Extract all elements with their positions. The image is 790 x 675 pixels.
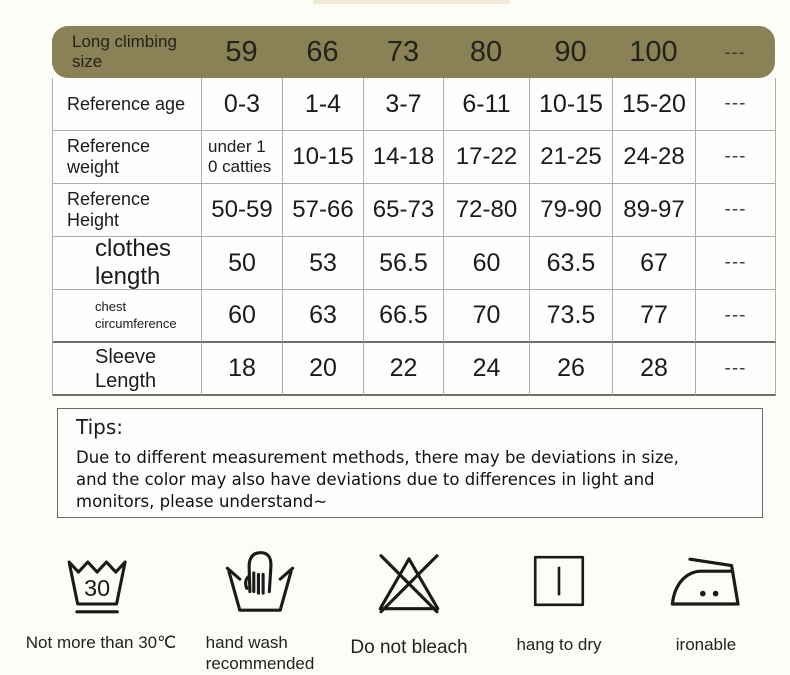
table-cell: 28 xyxy=(613,343,696,396)
header-size-value: 59 xyxy=(225,35,258,68)
care-item-hand-wash: hand wash recommended xyxy=(190,548,330,675)
table-cell: 63 xyxy=(283,290,364,343)
table-cell: 10-15 xyxy=(530,78,613,131)
care-label: hang to dry xyxy=(516,635,602,654)
table-cell: under 1 0 catties xyxy=(202,131,283,184)
table-row-reference-age: Reference age 0-3 1-4 3-7 6-11 10-15 15-… xyxy=(52,78,776,131)
table-cell: 50 xyxy=(202,237,283,290)
top-edge-artifact xyxy=(313,0,510,4)
table-row-reference-weight: Reference weight under 1 0 catties 10-15… xyxy=(52,131,776,184)
table-cell: 77 xyxy=(613,290,696,343)
header-size-value: 100 xyxy=(629,35,678,68)
table-cell: 67 xyxy=(613,237,696,290)
table-cell: 18 xyxy=(202,343,283,396)
table-cell: 3-7 xyxy=(364,78,444,131)
table-cell: --- xyxy=(696,78,776,131)
tips-box: Tips: Due to different measurement metho… xyxy=(57,408,763,518)
table-cell: --- xyxy=(696,343,776,396)
table-row-chest-circumference: chest circumference 60 63 66.5 70 73.5 7… xyxy=(52,290,776,343)
hang-to-dry-icon xyxy=(526,548,592,618)
table-cell: 65-73 xyxy=(364,184,444,237)
ironable-icon xyxy=(666,548,746,618)
table-cell: --- xyxy=(696,131,776,184)
care-label: Do not bleach xyxy=(350,637,468,658)
row-label: Sleeve Length xyxy=(53,343,202,396)
table-cell: 60 xyxy=(202,290,283,343)
care-label: ironable xyxy=(675,635,737,654)
header-size-value: 73 xyxy=(386,35,420,68)
hand-wash-icon xyxy=(220,548,300,618)
tips-title: Tips: xyxy=(76,415,124,439)
size-table-header-row: Long climbing size 59 66 73 80 90 100 --… xyxy=(52,26,775,78)
svg-text:30: 30 xyxy=(84,575,110,601)
header-size-value: 66 xyxy=(306,35,339,68)
row-label: Reference weight xyxy=(53,131,202,184)
table-cell: 10-15 xyxy=(283,131,364,184)
row-label: clothes length xyxy=(53,235,202,290)
size-table-body: Reference age 0-3 1-4 3-7 6-11 10-15 15-… xyxy=(52,78,776,396)
care-instructions: 30 Not more than 30℃ hand wash recommend… xyxy=(12,548,790,675)
do-not-bleach-icon xyxy=(367,548,451,618)
table-row-sleeve-length: Sleeve Length 18 20 22 24 26 28 --- xyxy=(52,343,776,396)
row-label: chest circumference xyxy=(53,290,202,343)
table-cell: 24-28 xyxy=(613,131,696,184)
table-cell: 0-3 xyxy=(202,78,283,131)
table-cell: 15-20 xyxy=(613,78,696,131)
table-cell: 63.5 xyxy=(530,237,613,290)
table-cell: 20 xyxy=(283,343,364,396)
care-label: Not more than 30℃ xyxy=(25,633,177,652)
table-cell: 72-80 xyxy=(444,184,530,237)
table-cell: 21-25 xyxy=(530,131,613,184)
table-cell: --- xyxy=(696,237,776,290)
care-item-wash: 30 Not more than 30℃ xyxy=(12,548,190,675)
table-cell: 6-11 xyxy=(444,78,530,131)
table-cell: 50-59 xyxy=(202,184,283,237)
size-table: Long climbing size 59 66 73 80 90 100 --… xyxy=(52,26,776,396)
tips-body-text: Due to different measurement methods, th… xyxy=(76,448,679,511)
table-cell: 14-18 xyxy=(364,131,444,184)
table-cell: 89-97 xyxy=(613,184,696,237)
table-cell: 24 xyxy=(444,343,530,396)
wash-30-icon: 30 xyxy=(57,548,145,618)
table-cell: 1-4 xyxy=(283,78,364,131)
table-cell: 26 xyxy=(530,343,613,396)
row-label: Reference age xyxy=(53,78,202,131)
table-row-reference-height: Reference Height 50-59 57-66 65-73 72-80… xyxy=(52,184,776,237)
table-cell: 73.5 xyxy=(530,290,613,343)
table-cell: 70 xyxy=(444,290,530,343)
table-cell: 79-90 xyxy=(530,184,613,237)
header-size-value: 80 xyxy=(469,35,503,68)
table-cell: 22 xyxy=(364,343,444,396)
header-size-value: 90 xyxy=(554,35,587,68)
table-cell: --- xyxy=(696,184,776,237)
table-cell: 17-22 xyxy=(444,131,530,184)
table-cell: 60 xyxy=(444,237,530,290)
care-item-bleach: Do not bleach xyxy=(330,548,488,675)
table-cell: 57-66 xyxy=(283,184,364,237)
care-label: hand wash recommended xyxy=(205,633,315,674)
header-size-label: Long climbing size xyxy=(72,32,177,71)
table-cell: --- xyxy=(696,290,776,343)
table-cell: 56.5 xyxy=(364,237,444,290)
table-row-clothes-length: clothes length 50 53 56.5 60 63.5 67 --- xyxy=(52,235,776,290)
row-label: Reference Height xyxy=(53,184,202,237)
table-cell: 66.5 xyxy=(364,290,444,343)
header-size-value: --- xyxy=(724,41,746,62)
care-item-iron: ironable xyxy=(630,548,782,675)
table-cell: 53 xyxy=(283,237,364,290)
care-item-dry: hang to dry xyxy=(488,548,630,675)
